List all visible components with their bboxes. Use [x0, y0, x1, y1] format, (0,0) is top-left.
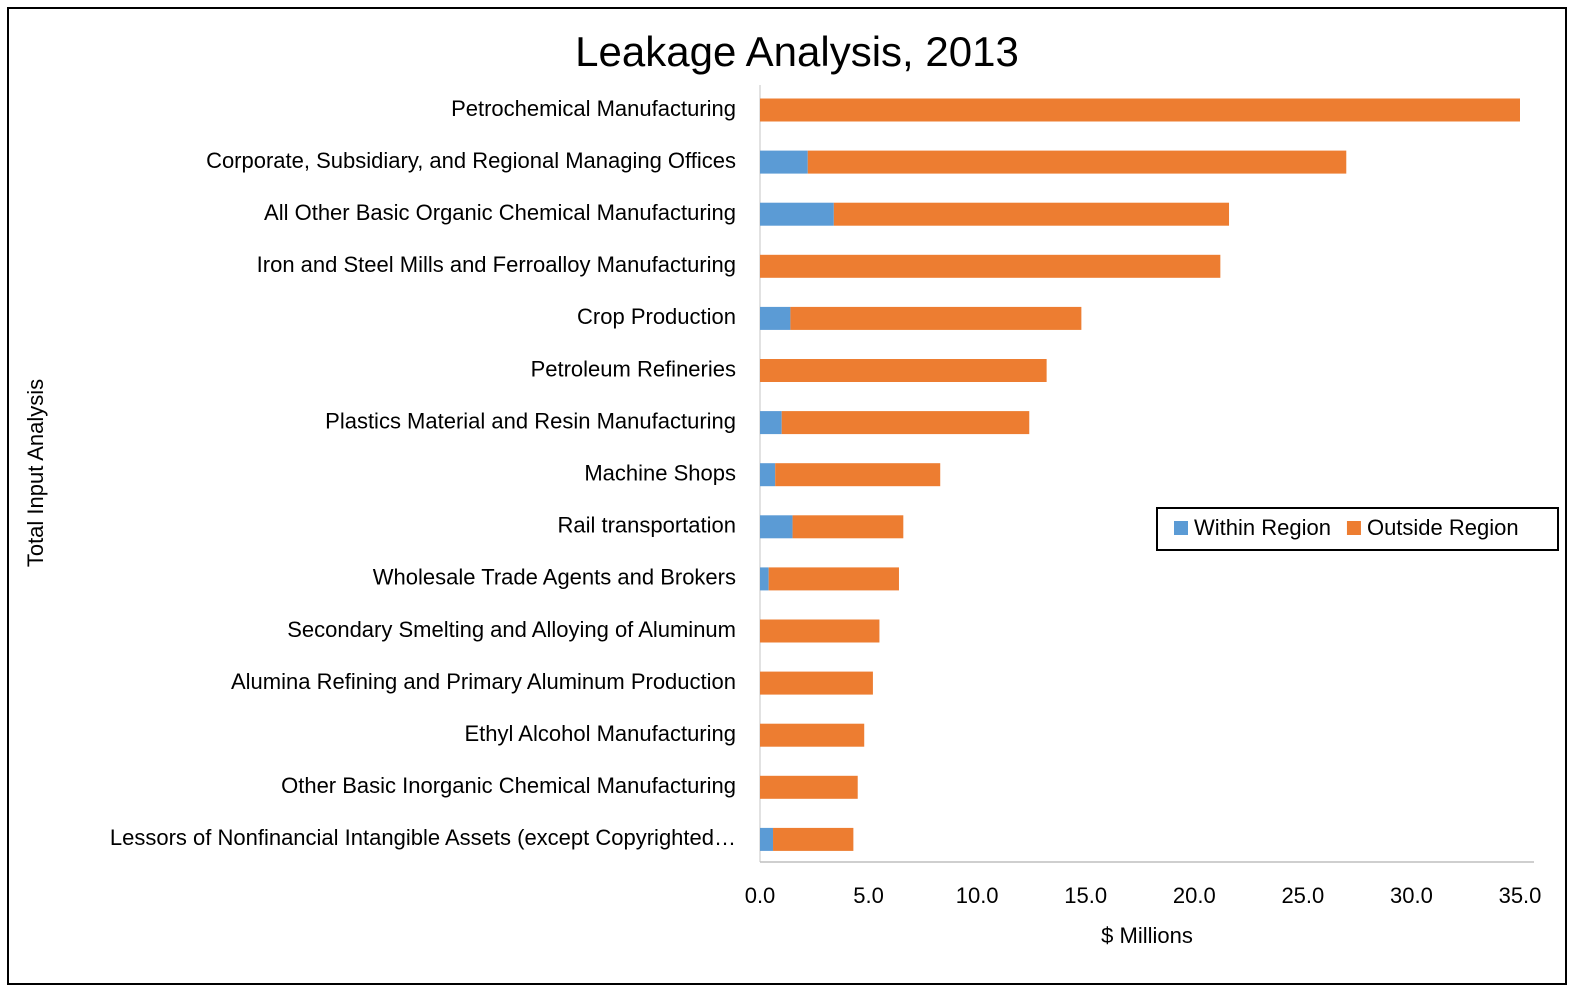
x-tick-label: 20.0 — [1173, 883, 1216, 908]
y-tick-label: Machine Shops — [584, 461, 736, 486]
y-tick-label: Alumina Refining and Primary Aluminum Pr… — [231, 669, 736, 694]
x-tick-label: 15.0 — [1064, 883, 1107, 908]
x-tick-label: 0.0 — [745, 883, 776, 908]
chart-title: Leakage Analysis, 2013 — [575, 28, 1019, 75]
bar-segment — [760, 723, 865, 747]
bar-segment — [760, 619, 880, 643]
bar-segment — [792, 515, 904, 539]
y-axis-label: Total Input Analysis — [23, 379, 48, 567]
bar-segment — [760, 775, 858, 799]
bar-segment — [833, 202, 1230, 226]
bar-segment — [790, 306, 1082, 330]
bar-segment — [760, 150, 808, 174]
y-tick-label: Petrochemical Manufacturing — [451, 96, 736, 121]
bar-segment — [760, 306, 791, 330]
y-tick-label: Crop Production — [577, 304, 736, 329]
y-tick-label: Ethyl Alcohol Manufacturing — [465, 721, 737, 746]
bar-segment — [760, 567, 769, 591]
bar-segment — [807, 150, 1347, 174]
legend-swatch — [1346, 521, 1361, 535]
legend-swatch — [1174, 521, 1188, 535]
bar-segment — [760, 98, 1520, 122]
x-tick-label: 30.0 — [1390, 883, 1433, 908]
bar-segment — [775, 463, 941, 487]
y-tick-label: Wholesale Trade Agents and Brokers — [373, 565, 736, 590]
x-tick-label: 35.0 — [1499, 883, 1542, 908]
bar-segment — [773, 827, 854, 851]
y-tick-label: Petroleum Refineries — [531, 356, 736, 381]
y-tick-label: Rail transportation — [557, 513, 736, 538]
y-tick-label: Other Basic Inorganic Chemical Manufactu… — [281, 773, 736, 798]
x-tick-label: 5.0 — [853, 883, 884, 908]
bar-segment — [760, 411, 782, 435]
bar-segment — [760, 515, 793, 539]
bar-segment — [781, 411, 1030, 435]
bar-segment — [760, 359, 1047, 382]
bar-segment — [768, 567, 899, 591]
bar-segment — [760, 202, 834, 226]
y-tick-label: Secondary Smelting and Alloying of Alumi… — [287, 617, 736, 642]
x-axis-label: $ Millions — [1101, 923, 1193, 948]
bar-segment — [760, 463, 776, 487]
legend-label: Within Region — [1194, 515, 1331, 540]
bar-segment — [760, 671, 873, 695]
y-tick-label: All Other Basic Organic Chemical Manufac… — [264, 200, 736, 225]
legend-label: Outside Region — [1367, 515, 1519, 540]
y-tick-label: Plastics Material and Resin Manufacturin… — [325, 408, 736, 433]
bar-segment — [760, 254, 1221, 278]
x-tick-label: 25.0 — [1281, 883, 1324, 908]
bar-segment — [760, 827, 774, 851]
y-tick-label: Corporate, Subsidiary, and Regional Mana… — [206, 148, 736, 173]
x-tick-label: 10.0 — [956, 883, 999, 908]
y-tick-label: Iron and Steel Mills and Ferroalloy Manu… — [257, 252, 736, 277]
y-tick-label: Lessors of Nonfinancial Intangible Asset… — [110, 825, 736, 850]
